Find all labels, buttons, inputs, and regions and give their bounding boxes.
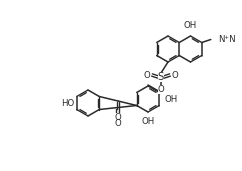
Text: O: O [158,84,164,94]
Text: O: O [172,70,179,80]
Text: O: O [115,120,121,128]
Text: O: O [115,113,121,122]
Text: HO: HO [61,98,75,108]
Text: S: S [158,72,164,82]
Text: N⁺N: N⁺N [218,35,235,44]
Text: OH: OH [164,95,178,103]
Text: OH: OH [184,22,197,30]
Text: OH: OH [141,117,155,127]
Text: O: O [143,70,150,80]
